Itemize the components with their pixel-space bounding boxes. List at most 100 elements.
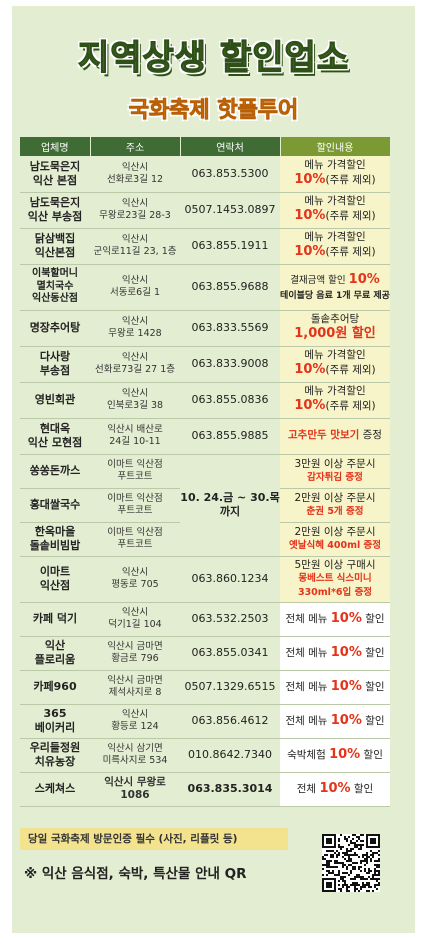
discount-text: (주류 제외) <box>325 246 376 259</box>
discount-text: 전체 <box>296 782 320 795</box>
discount-text: 메뉴 가격할인 <box>304 159 366 172</box>
table-row: 영빈회관 익산시 인북로3길 38 063.855.0836 메뉴 가격할인 10%(주류… <box>20 382 390 419</box>
cell-line: 베이커리 <box>34 721 76 734</box>
discount-text: 결재금액 할인 <box>290 275 349 287</box>
discount-highlight: 1,000원 할인 <box>294 326 376 342</box>
table-body: 남도묵은지 익산 본점 익산시 선화로3길 12 063.853.5300 메뉴 가격할인… <box>20 156 390 807</box>
discount-highlight: 10% <box>294 398 326 414</box>
cell-line: 닭삼백집 <box>34 232 76 246</box>
discount-content: 전체 메뉴 10% 할인 <box>280 704 390 739</box>
business-name: 카페960 <box>20 670 90 705</box>
cell-line: 익산 모현점 <box>27 436 83 449</box>
discount-text: 테이블당 음료 1개 무료 제공 <box>280 290 390 301</box>
cell-line: 이마트 <box>39 565 71 579</box>
discount-text: 할인 <box>350 782 374 795</box>
business-phone: 063.860.1234 <box>180 556 280 603</box>
business-phone: 063.855.1911 <box>180 228 280 265</box>
business-name: 이북할머니 멸치국수 익산동산점 <box>20 264 90 311</box>
discount-text: 할인 <box>361 680 385 693</box>
cell-line: 익산시 <box>121 161 149 173</box>
business-address: 익산시 금마면 제석사지로 8 <box>90 670 180 705</box>
discount-text: 메뉴 가격할인 <box>304 349 366 362</box>
business-phone: 063.835.3014 <box>180 772 280 807</box>
discount-text: (주류 제외) <box>325 210 376 223</box>
cell-line: 1086 <box>120 789 150 801</box>
business-name: 365 베이커리 <box>20 704 90 739</box>
cell-line: 멸치국수 <box>36 280 74 292</box>
discount-highlight: 고추만두 맛보기 <box>288 429 360 442</box>
business-address: 익산시 인북로3길 38 <box>90 382 180 419</box>
discount-highlight: 몽베스트 식스미니 <box>298 573 372 585</box>
business-phone: 063.532.2503 <box>180 602 280 637</box>
discount-highlight: 10% <box>330 678 362 694</box>
discount-text: 메뉴 가격할인 <box>304 195 366 208</box>
discount-text: 3만원 이상 주문시 <box>294 457 376 470</box>
discount-text: 메뉴 가격할인 <box>304 231 366 244</box>
discount-highlight: 10% <box>330 712 362 728</box>
cell-line: 부송점 <box>39 364 71 377</box>
cell-line: 스케쳐스 <box>34 782 76 796</box>
cell-line: 선화로3길 12 <box>106 173 164 185</box>
discount-content: 메뉴 가격할인 10%(주류 제외) <box>280 346 390 383</box>
qr-code-icon[interactable] <box>322 834 380 892</box>
discount-content: 메뉴 가격할인 10%(주류 제외) <box>280 156 390 193</box>
table-row: 우리들정원 치유농장 익산시 삼기면 미륵사지로 534 010.8642.7340 숙박… <box>20 738 390 773</box>
cell-line: 제석사지로 8 <box>108 687 162 698</box>
cell-line: 푸트코트 <box>117 539 153 550</box>
business-address: 익산시 삼기면 미륵사지로 534 <box>90 738 180 773</box>
discount-content: 결재금액 할인 10% 테이블당 음료 1개 무료 제공 <box>280 264 390 311</box>
business-address: 익산시 무왕로 1086 <box>90 772 180 807</box>
business-address: 이마트 익산점 푸트코트 <box>90 454 180 489</box>
business-name: 다사랑 부송점 <box>20 346 90 383</box>
business-phone: 063.853.5300 <box>180 156 280 193</box>
business-phone: 063.855.0836 <box>180 382 280 419</box>
business-address: 익산시 선화로73길 27 1층 <box>90 346 180 383</box>
event-period: 10. 24.금 ~ 30.목 까지 <box>180 454 280 557</box>
cell-line: 10. 24.금 ~ 30.목 <box>180 491 280 505</box>
business-phone: 0507.1453.0897 <box>180 192 280 229</box>
cell-line: 돌솥비빔밥 <box>29 539 81 552</box>
business-phone: 063.855.9688 <box>180 264 280 311</box>
discount-content: 3만원 이상 주문시 감자튀김 증정 <box>280 454 390 489</box>
cell-line: 익산 본점 <box>32 173 78 187</box>
discount-content: 전체 메뉴 10% 할인 <box>280 670 390 705</box>
cell-line: 황등로 124 <box>111 721 159 732</box>
table-row: 홍대쌀국수 이마트 익산점 푸트코트 2만원 이상 주문시 춘권 5개 증정 <box>20 488 390 523</box>
discount-content: 2만원 이상 주문시 옛날식혜 400ml 증정 <box>280 522 390 557</box>
discount-highlight: 춘권 5개 증정 <box>306 506 364 517</box>
cell-line: 익산시 금마면 <box>107 675 163 687</box>
header-address: 주소 <box>90 137 181 156</box>
table-row: 스케쳐스 익산시 무왕로 1086 063.835.3014 전체 10% 할인 <box>20 772 390 807</box>
table-row: 익산 플로리움 익산시 금마면 황금로 796 063.855.0341 전체 메뉴 10… <box>20 636 390 671</box>
table-row: 현대옥 익산 모현점 익산시 배산로 24길 10-11 063.855.9885 고추만… <box>20 418 390 455</box>
cell-line: 무왕로23길 28-3 <box>99 210 171 221</box>
cell-line: 익산동산점 <box>32 293 78 305</box>
cell-line: 서동로6길 1 <box>109 287 161 298</box>
discount-text: 2만원 이상 주문시 <box>294 525 376 538</box>
cell-line: 익산점 <box>39 579 71 592</box>
business-name: 우리들정원 치유농장 <box>20 738 90 773</box>
cell-line: 미륵사지로 534 <box>102 755 168 766</box>
cell-line: 이북할머니 <box>32 268 78 280</box>
header-discount: 할인내용 <box>280 137 391 156</box>
discount-highlight: 10% <box>329 746 361 762</box>
table-row: 명장추어탕 익산시 무왕로 1428 063.833.5569 돌솥추어탕 1,000원 … <box>20 310 390 347</box>
business-address: 익산시 군익로11길 23, 1층 <box>90 228 180 265</box>
discount-text: 전체 메뉴 <box>285 612 331 625</box>
cell-line: 365 <box>43 707 67 721</box>
discount-highlight: 10% <box>319 780 351 796</box>
business-name: 스케쳐스 <box>20 772 90 807</box>
business-address: 익산시 선화로3길 12 <box>90 156 180 193</box>
discount-text: 전체 메뉴 <box>285 646 331 659</box>
discount-text: 할인 <box>360 748 383 761</box>
cell-line: 선화로73길 27 1층 <box>95 364 175 375</box>
cell-line: 현대옥 <box>39 422 71 436</box>
business-address: 이마트 익산점 푸트코트 <box>90 522 180 557</box>
footer-qr-note: ※ 익산 음식점, 숙박, 특산물 안내 QR <box>24 866 247 882</box>
discount-highlight: 10% <box>294 244 326 260</box>
header-phone: 연락처 <box>180 137 281 156</box>
business-phone: 063.855.9885 <box>180 418 280 455</box>
discount-content: 전체 10% 할인 <box>280 772 390 807</box>
table-row: 이마트 익산점 익산시 평동로 705 063.860.1234 5만원 이상 구매시 몽베… <box>20 556 390 603</box>
discount-highlight: 10% <box>294 208 326 224</box>
